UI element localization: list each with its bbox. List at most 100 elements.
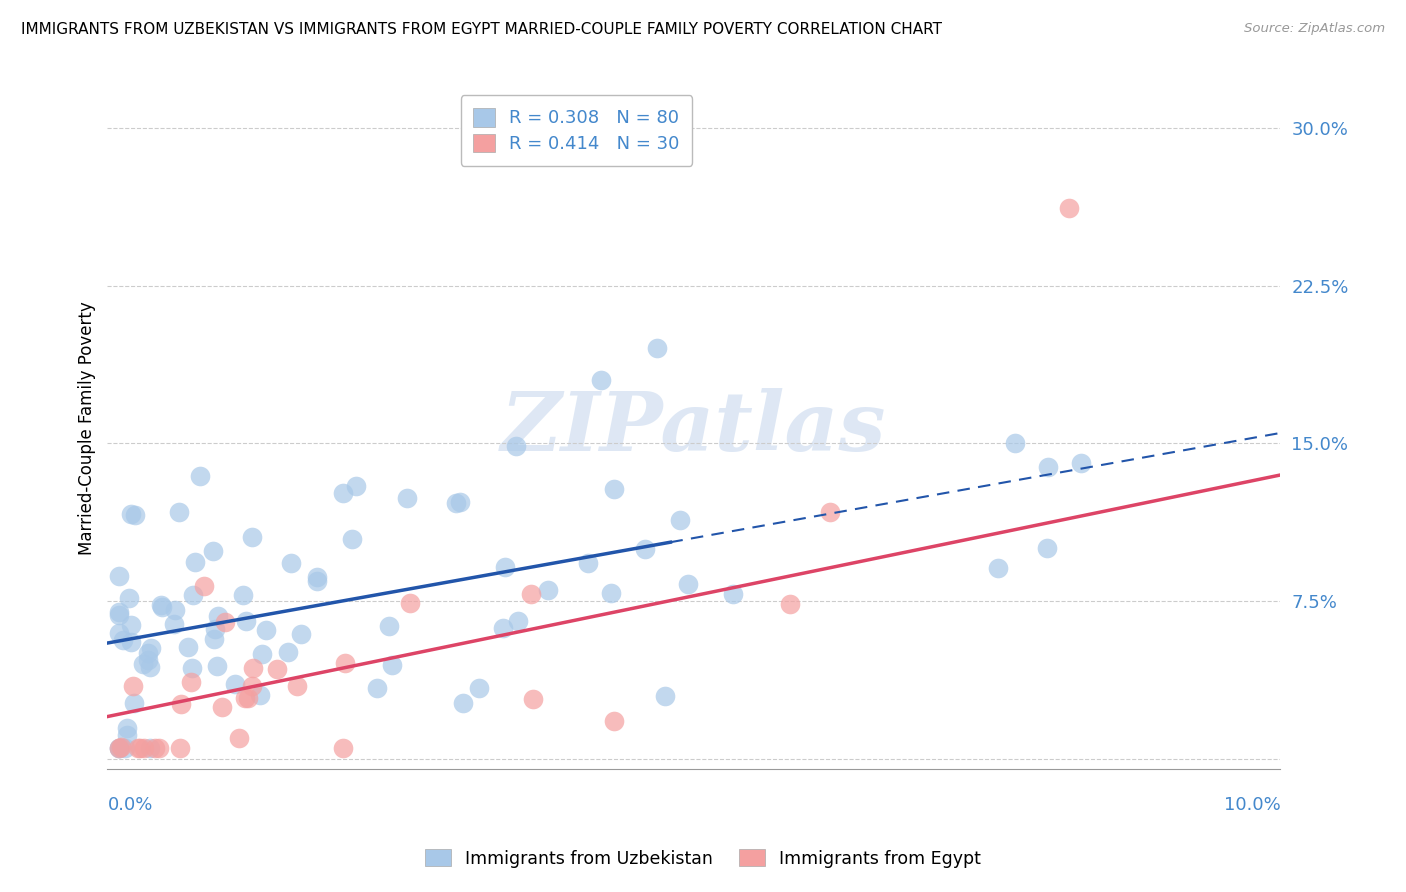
Point bbox=[122, 679, 145, 693]
Point bbox=[305, 574, 328, 589]
Point bbox=[183, 555, 205, 569]
Point bbox=[494, 560, 516, 574]
Point bbox=[180, 675, 202, 690]
Point bbox=[238, 691, 260, 706]
Point bbox=[117, 728, 139, 742]
Point bbox=[333, 657, 356, 671]
Point bbox=[188, 468, 211, 483]
Point bbox=[114, 741, 136, 756]
Point bbox=[240, 530, 263, 544]
Point bbox=[1057, 201, 1080, 215]
Point bbox=[633, 541, 655, 556]
Point bbox=[721, 586, 744, 600]
Point bbox=[378, 619, 401, 633]
Point bbox=[492, 621, 515, 635]
Text: ZIPatlas: ZIPatlas bbox=[501, 388, 887, 467]
Point bbox=[1036, 541, 1059, 555]
Point bbox=[242, 661, 264, 675]
Point bbox=[1036, 459, 1059, 474]
Y-axis label: Married-Couple Family Poverty: Married-Couple Family Poverty bbox=[79, 301, 96, 555]
Point bbox=[366, 681, 388, 695]
Point bbox=[176, 640, 198, 655]
Point bbox=[204, 632, 226, 646]
Point bbox=[108, 569, 131, 583]
Point bbox=[522, 692, 544, 706]
Point bbox=[603, 714, 626, 728]
Point bbox=[399, 596, 422, 610]
Text: 0.0%: 0.0% bbox=[107, 797, 153, 814]
Point bbox=[214, 615, 236, 629]
Point bbox=[120, 634, 142, 648]
Point bbox=[131, 657, 153, 672]
Point bbox=[645, 341, 668, 355]
Point bbox=[602, 482, 624, 496]
Point bbox=[589, 373, 612, 387]
Point bbox=[149, 598, 172, 612]
Point bbox=[163, 617, 186, 632]
Legend: Immigrants from Uzbekistan, Immigrants from Egypt: Immigrants from Uzbekistan, Immigrants f… bbox=[416, 840, 990, 876]
Point bbox=[201, 544, 224, 558]
Point bbox=[346, 479, 368, 493]
Point bbox=[127, 741, 149, 756]
Point bbox=[141, 641, 163, 656]
Point bbox=[108, 741, 131, 756]
Point bbox=[170, 697, 193, 711]
Point bbox=[285, 679, 308, 693]
Point bbox=[668, 513, 690, 527]
Point bbox=[207, 608, 229, 623]
Point bbox=[444, 496, 467, 510]
Point bbox=[228, 731, 250, 746]
Point bbox=[280, 557, 302, 571]
Point bbox=[305, 569, 328, 583]
Point bbox=[169, 741, 191, 756]
Point bbox=[167, 505, 190, 519]
Point bbox=[576, 556, 599, 570]
Point bbox=[124, 508, 146, 523]
Point bbox=[193, 579, 215, 593]
Point bbox=[1070, 456, 1092, 470]
Point bbox=[240, 679, 263, 693]
Point bbox=[111, 632, 134, 647]
Point bbox=[1004, 435, 1026, 450]
Point bbox=[117, 721, 139, 735]
Point bbox=[676, 577, 699, 591]
Point bbox=[599, 586, 621, 600]
Point bbox=[120, 617, 142, 632]
Point bbox=[139, 741, 162, 756]
Point bbox=[654, 690, 676, 704]
Point bbox=[211, 699, 233, 714]
Point bbox=[224, 677, 246, 691]
Point bbox=[250, 647, 273, 661]
Point bbox=[453, 696, 475, 710]
Point bbox=[152, 599, 174, 614]
Point bbox=[148, 741, 170, 756]
Point bbox=[235, 614, 257, 628]
Point bbox=[183, 588, 205, 602]
Point bbox=[108, 626, 131, 640]
Point bbox=[395, 491, 418, 505]
Point bbox=[340, 532, 363, 546]
Point bbox=[987, 561, 1010, 575]
Point bbox=[249, 688, 271, 702]
Point bbox=[332, 741, 354, 756]
Point bbox=[136, 646, 159, 660]
Point bbox=[779, 597, 801, 611]
Text: 10.0%: 10.0% bbox=[1223, 797, 1281, 814]
Point bbox=[165, 603, 187, 617]
Point bbox=[232, 588, 254, 602]
Point bbox=[134, 741, 156, 756]
Point bbox=[129, 741, 152, 756]
Point bbox=[277, 645, 299, 659]
Point bbox=[108, 605, 131, 619]
Point bbox=[118, 591, 141, 606]
Point bbox=[139, 659, 162, 673]
Point bbox=[508, 614, 530, 628]
Point bbox=[332, 485, 354, 500]
Point bbox=[205, 658, 228, 673]
Point bbox=[818, 505, 841, 519]
Point bbox=[536, 582, 558, 597]
Text: Source: ZipAtlas.com: Source: ZipAtlas.com bbox=[1244, 22, 1385, 36]
Point bbox=[108, 607, 131, 622]
Text: IMMIGRANTS FROM UZBEKISTAN VS IMMIGRANTS FROM EGYPT MARRIED-COUPLE FAMILY POVERT: IMMIGRANTS FROM UZBEKISTAN VS IMMIGRANTS… bbox=[21, 22, 942, 37]
Point bbox=[122, 696, 145, 710]
